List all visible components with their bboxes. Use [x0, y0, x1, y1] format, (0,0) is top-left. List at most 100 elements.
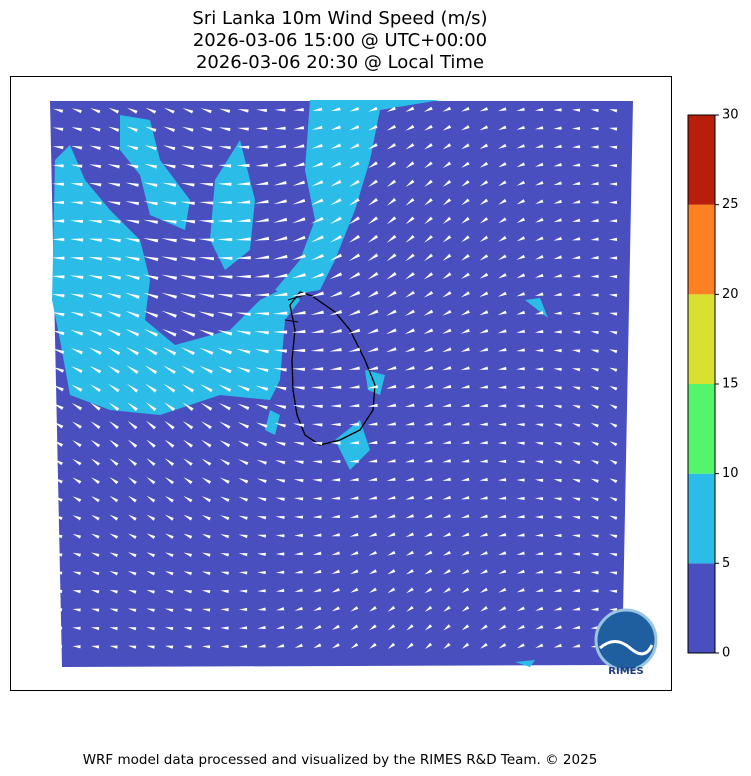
wind-arrow — [216, 311, 233, 317]
wind-arrow — [220, 515, 230, 521]
wind-arrow — [88, 311, 103, 318]
wind-arrow — [198, 219, 214, 224]
sri-lanka-coastline — [289, 291, 376, 446]
wind-arrow — [609, 441, 618, 447]
wind-arrow — [572, 497, 581, 501]
wind-arrow — [386, 477, 396, 481]
wind-arrow — [590, 349, 599, 353]
wind-arrow — [144, 365, 158, 375]
wind-arrow — [200, 108, 212, 114]
wind-arrow — [387, 532, 396, 537]
wind-arrow — [53, 589, 63, 594]
wind-arrow — [164, 420, 175, 430]
wind-arrow — [553, 607, 562, 611]
wind-arrow — [498, 107, 507, 112]
wind-arrow — [535, 570, 544, 574]
wind-arrow — [235, 237, 251, 241]
wind-arrow — [590, 441, 599, 447]
wind-arrow — [53, 403, 64, 410]
colorbar-tick-label: 25 — [722, 197, 739, 212]
wind-arrow — [609, 385, 618, 391]
wind-arrow — [275, 570, 285, 574]
wind-arrow — [106, 238, 121, 243]
wind-arrow — [367, 253, 379, 262]
wind-arrow — [70, 164, 83, 168]
wind-arrow — [89, 365, 102, 374]
wind-arrow — [53, 459, 63, 466]
wind-arrow — [590, 422, 599, 428]
wind-arrow — [516, 348, 525, 352]
wind-arrow — [128, 495, 137, 503]
wind-arrow — [273, 199, 287, 205]
wind-arrow — [128, 533, 137, 539]
wind-arrow — [368, 106, 378, 112]
wind-arrow — [608, 200, 618, 204]
wind-arrow — [461, 143, 470, 150]
map: RIMES — [50, 100, 658, 677]
wind-arrow — [331, 551, 340, 556]
wind-arrow — [608, 182, 618, 186]
wind-arrow — [331, 624, 340, 630]
wind-arrow — [235, 293, 251, 298]
wind-arrow — [109, 589, 118, 594]
wind-arrow — [535, 643, 544, 648]
wind-arrow — [90, 108, 101, 114]
wind-arrow — [368, 179, 378, 188]
wind-arrow — [257, 607, 266, 611]
wind-arrow — [216, 275, 233, 279]
wind-arrow — [311, 386, 323, 390]
wind-arrow — [498, 624, 507, 630]
wind-arrow — [53, 108, 64, 113]
wind-arrow — [254, 199, 269, 204]
wind-arrow — [534, 460, 544, 464]
wind-arrow — [516, 624, 525, 630]
wind-arrow — [273, 386, 287, 391]
wind-arrow — [218, 366, 232, 374]
wind-arrow — [460, 496, 470, 500]
wind-arrow — [272, 236, 288, 242]
wind-arrow — [405, 234, 415, 243]
wind-arrow — [181, 126, 194, 132]
wind-arrow — [571, 311, 581, 316]
wind-arrow — [479, 587, 488, 593]
wind-arrow — [72, 458, 82, 466]
wind-arrow — [124, 256, 140, 262]
wind-arrow — [106, 256, 121, 261]
wind-arrow — [235, 274, 251, 279]
wind-arrow — [423, 253, 433, 262]
wind-arrow — [254, 218, 269, 223]
wind-arrow — [386, 179, 397, 188]
wind-arrow — [553, 405, 562, 409]
wind-arrow — [182, 420, 194, 430]
wind-arrow — [553, 497, 562, 501]
wind-arrow — [52, 200, 64, 205]
wind-arrow — [183, 552, 193, 558]
wind-arrow — [404, 290, 415, 298]
wind-arrow — [479, 385, 489, 389]
wind-arrow — [348, 290, 361, 298]
wind-arrow — [255, 385, 269, 391]
wind-arrow — [590, 256, 599, 260]
wind-arrow — [571, 126, 581, 131]
wind-arrow — [238, 644, 248, 648]
wind-arrow — [461, 569, 470, 575]
wind-arrow — [516, 478, 525, 482]
wind-arrow — [367, 272, 379, 280]
wind-arrow — [609, 367, 618, 372]
wind-arrow — [109, 439, 119, 448]
wind-arrow — [461, 180, 470, 187]
colorbar-segment — [688, 204, 715, 295]
wind-arrow — [163, 365, 176, 375]
wind-arrow — [109, 627, 118, 631]
wind-arrow — [609, 515, 618, 520]
wind-arrow — [350, 587, 359, 593]
wind-arrow — [237, 108, 249, 113]
wind-arrow — [553, 126, 562, 130]
wind-arrow — [52, 348, 65, 355]
wind-arrow — [257, 552, 266, 556]
wind-arrow — [145, 126, 157, 133]
wind-arrow — [534, 348, 544, 352]
wind-arrow — [109, 458, 119, 466]
wind-arrow — [146, 571, 156, 576]
wind-arrow — [91, 552, 100, 558]
